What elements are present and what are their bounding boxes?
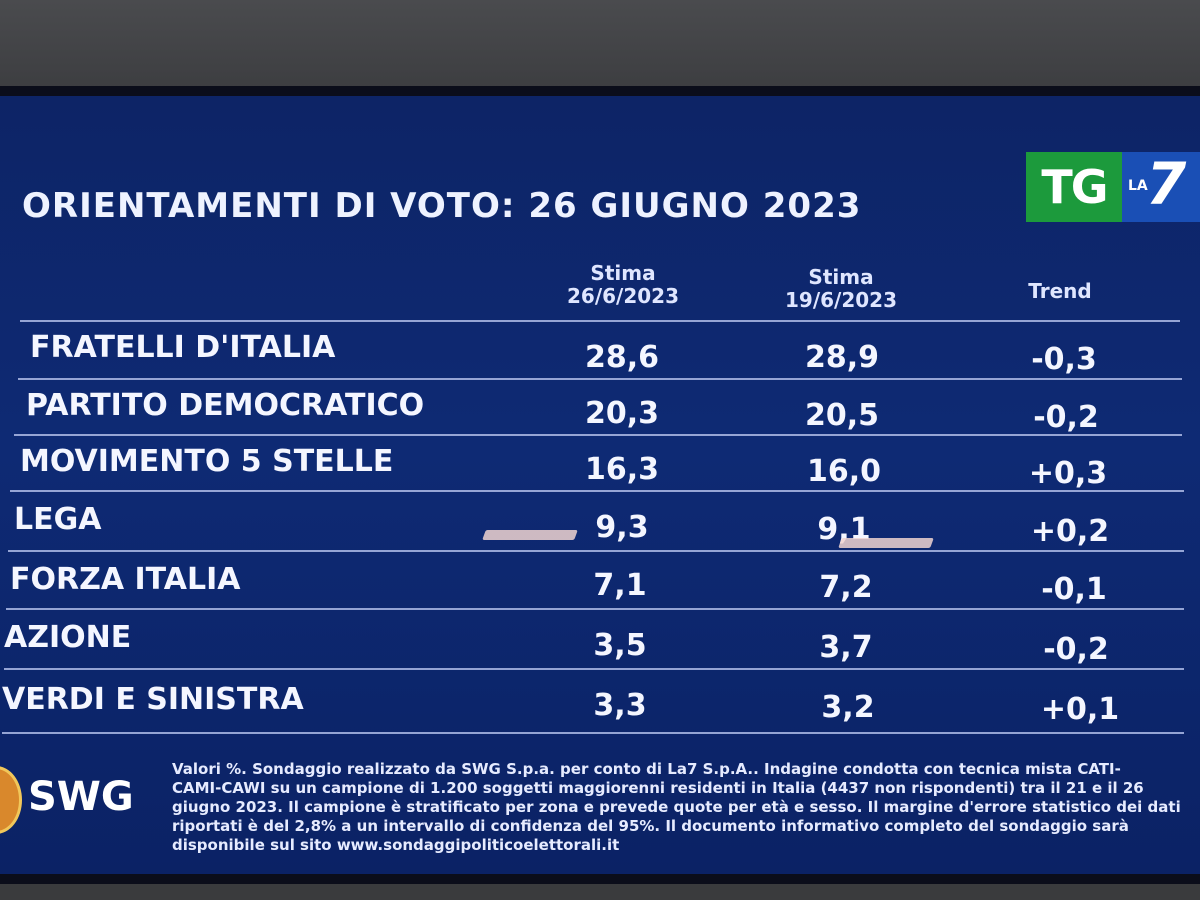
table-rule [8,550,1184,552]
estimate-previous: 3,7 [819,630,873,665]
party-name: FRATELLI D'ITALIA [30,330,336,365]
screen-glare [482,530,578,540]
column-header-current: Stima 26/6/2023 [548,262,698,308]
trend-value: +0,1 [1040,692,1120,727]
estimate-current: 3,3 [593,688,647,723]
column-header-trend: Trend [1028,279,1092,303]
methodology-note-line: riportati è del 2,8% a un intervallo di … [172,817,1129,835]
estimate-previous: 28,9 [804,340,880,375]
column-header-previous: Stima 19/6/2023 [766,266,916,312]
methodology-note-line: Valori %. Sondaggio realizzato da SWG S.… [172,760,1121,778]
logo-la7: LA 7 [1122,150,1200,222]
methodology-note-line: giugno 2023. Il campione è stratificato … [172,798,1181,816]
methodology-note-line: disponibile sul sito www.sondaggipolitic… [172,836,620,854]
table-rule [6,608,1184,610]
trend-value: -0,1 [1041,572,1107,607]
table-rule [18,378,1182,380]
estimate-previous: 3,2 [821,690,875,725]
column-header-previous-line1: Stima [808,265,874,289]
table-rule [4,668,1184,670]
party-name: LEGA [14,502,102,537]
methodology-note-line: CAMI-CAWI su un campione di 1.200 sogget… [172,779,1144,797]
party-name: FORZA ITALIA [10,562,241,597]
trend-value: +0,3 [1028,456,1108,491]
table-rule [2,732,1184,734]
trend-value: -0,2 [1043,632,1109,667]
swg-logo-text: SWG [28,774,134,820]
tv-screen: ORIENTAMENTI DI VOTO: 26 GIUGNO 2023 TG … [0,96,1200,874]
background-wall [0,0,1200,95]
party-name: MOVIMENTO 5 STELLE [20,444,394,479]
estimate-current: 20,3 [584,396,660,431]
logo-7: 7 [1146,150,1187,218]
tg-la7-logo: TG LA 7 [1026,150,1200,222]
trend-value: +0,2 [1030,514,1110,549]
poll-title: ORIENTAMENTI DI VOTO: 26 GIUGNO 2023 [22,186,862,226]
column-header-previous-line2: 19/6/2023 [784,288,898,312]
trend-value: -0,3 [1031,342,1097,377]
estimate-current: 7,1 [593,568,647,603]
estimate-previous: 20,5 [804,398,880,433]
column-header-current-line1: Stima [590,261,656,285]
estimate-previous: 16,0 [806,454,882,489]
screen-glare [838,538,934,548]
estimate-current: 3,5 [593,628,647,663]
logo-la: LA [1128,178,1148,194]
column-header-current-line2: 26/6/2023 [566,284,680,308]
swg-logo-mark [0,766,22,834]
estimate-current: 16,3 [584,452,660,487]
party-name: PARTITO DEMOCRATICO [26,388,425,423]
party-name: AZIONE [4,620,132,655]
estimate-current: 9,3 [595,510,649,545]
estimate-previous: 7,2 [819,570,873,605]
swg-logo: SWG [0,758,160,838]
methodology-note: Valori %. Sondaggio realizzato da SWG S.… [172,760,1182,855]
table-rule [10,490,1184,492]
table-rule [14,434,1182,436]
estimate-current: 28,6 [584,340,660,375]
party-name: VERDI E SINISTRA [2,682,304,717]
trend-value: -0,2 [1033,400,1099,435]
table-rule [20,320,1180,322]
logo-tg: TG [1026,152,1122,222]
background-floor [0,884,1200,900]
